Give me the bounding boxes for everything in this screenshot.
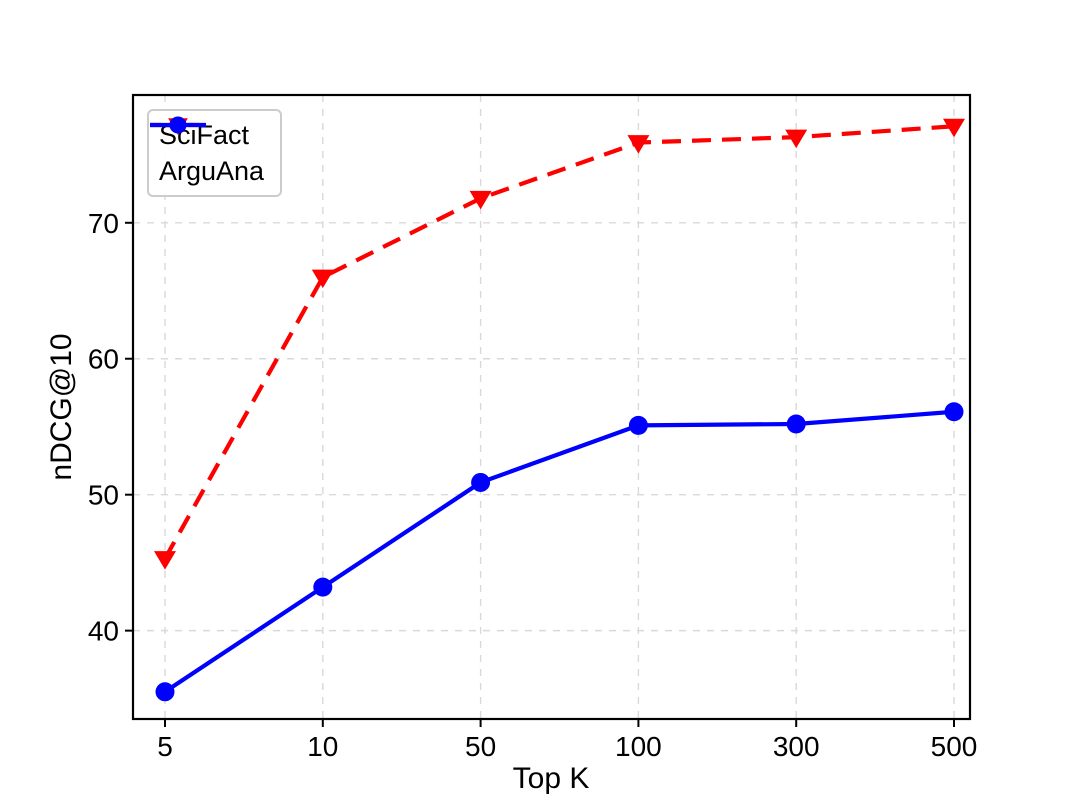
plot-frame xyxy=(131,93,972,721)
series-marker-circle xyxy=(471,472,491,492)
legend: SciFact ArguAna xyxy=(147,109,283,197)
series-marker-circle xyxy=(313,577,333,597)
y-tick-label: 50 xyxy=(88,480,119,511)
series-marker-triangle-down xyxy=(627,135,650,154)
series-marker-circle xyxy=(169,116,187,134)
series-line-scifact xyxy=(163,124,955,560)
series-line-arguana xyxy=(163,409,955,694)
legend-item-arguana: ArguAna xyxy=(150,116,265,188)
x-tick-label: 50 xyxy=(465,731,496,762)
series-marker-circle xyxy=(155,682,175,702)
legend-swatch-arguana xyxy=(150,116,206,134)
x-tick-label: 500 xyxy=(931,731,978,762)
x-tick-label: 100 xyxy=(615,731,662,762)
y-tick-label: 40 xyxy=(88,616,119,647)
series-marker-triangle-down xyxy=(785,129,808,149)
legend-label: ArguAna xyxy=(159,155,265,186)
series-marker-triangle-down xyxy=(943,118,965,138)
series-marker-circle xyxy=(786,414,806,434)
series-marker-circle xyxy=(628,415,648,435)
series-marker-circle xyxy=(944,402,964,422)
series-marker-triangle-down xyxy=(469,190,492,210)
series-marker-triangle-down xyxy=(311,269,334,289)
y-axis-label: nDCG@10 xyxy=(45,333,78,481)
series-marker-triangle-down xyxy=(154,551,176,570)
x-tick-label: 10 xyxy=(307,731,338,762)
x-tick-label: 5 xyxy=(157,731,173,762)
series-arguana xyxy=(155,402,964,702)
series-scifact xyxy=(154,118,965,570)
y-tick-label: 60 xyxy=(88,344,119,375)
y-tick-label: 70 xyxy=(88,208,119,239)
x-tick-label: 300 xyxy=(773,731,820,762)
x-axis-label: Top K xyxy=(512,762,590,795)
